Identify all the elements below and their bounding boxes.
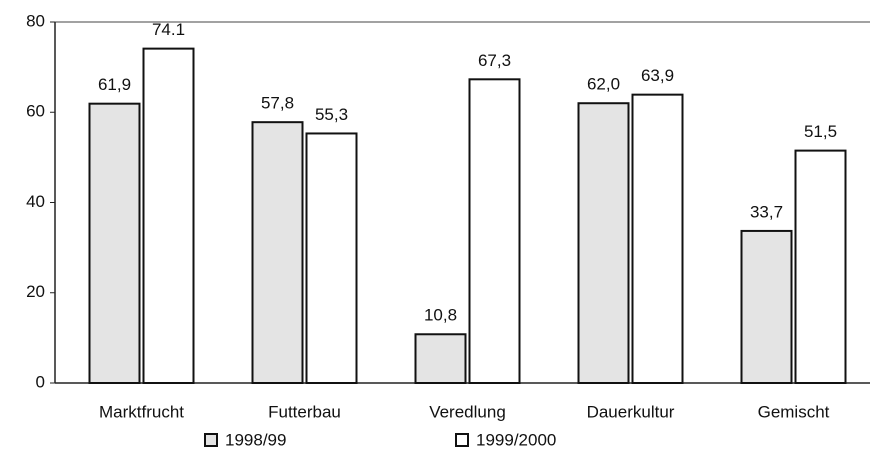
value-label: 67,3 xyxy=(478,51,511,70)
bar xyxy=(88,102,141,385)
bar xyxy=(577,102,630,384)
value-label: 33,7 xyxy=(750,202,783,221)
value-label: 61,9 xyxy=(98,75,131,94)
x-tick-label: Futterbau xyxy=(268,402,341,421)
bar xyxy=(251,121,304,385)
legend-swatch xyxy=(455,433,469,447)
legend-label: 1999/2000 xyxy=(476,430,556,449)
bar xyxy=(414,333,467,385)
value-label: 55,3 xyxy=(315,105,348,124)
x-tick-label: Veredlung xyxy=(429,402,506,421)
bar xyxy=(142,47,195,384)
bar xyxy=(740,229,793,384)
x-tick-label: Dauerkultur xyxy=(587,402,675,421)
x-tick-label: Gemischt xyxy=(758,402,830,421)
y-tick-label: 40 xyxy=(26,192,45,211)
legend-label: 1998/99 xyxy=(225,430,286,449)
bar xyxy=(631,93,684,385)
bar xyxy=(305,132,358,384)
value-label: 51,5 xyxy=(804,122,837,141)
legend-swatch xyxy=(204,433,218,447)
y-tick-label: 80 xyxy=(26,11,45,30)
value-label: 10,8 xyxy=(424,306,457,325)
x-tick-label: Marktfrucht xyxy=(99,402,184,421)
value-label: 62,0 xyxy=(587,75,620,94)
value-label: 63,9 xyxy=(641,66,674,85)
bar xyxy=(468,78,521,384)
y-tick-label: 0 xyxy=(36,372,45,391)
y-tick-label: 60 xyxy=(26,102,45,121)
bar xyxy=(794,149,847,384)
value-label: 57,8 xyxy=(261,94,294,113)
value-label: 74.1 xyxy=(152,20,185,39)
y-tick-label: 20 xyxy=(26,282,45,301)
